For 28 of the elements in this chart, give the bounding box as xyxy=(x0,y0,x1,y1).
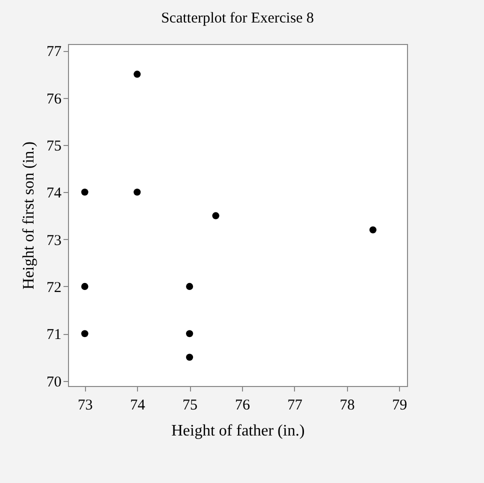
point xyxy=(134,188,141,196)
point xyxy=(186,354,194,361)
point xyxy=(81,188,88,196)
x-tick-label: 73 xyxy=(78,398,93,414)
x-tick-label: 75 xyxy=(182,398,198,414)
point xyxy=(186,330,194,338)
y-axis-title: Height of first son (in.) xyxy=(20,142,38,290)
y-tick-label: 72 xyxy=(46,280,62,296)
y-tick-label: 70 xyxy=(46,374,62,390)
point xyxy=(134,70,141,78)
x-tick-label: 78 xyxy=(340,398,355,414)
point xyxy=(212,212,220,220)
y-tick-label: 71 xyxy=(46,327,62,344)
y-tick-label: 77 xyxy=(46,44,62,60)
point xyxy=(81,330,88,338)
x-tick-label: 76 xyxy=(234,398,250,414)
y-tick-label: 74 xyxy=(46,186,62,202)
x-tick-label: 77 xyxy=(287,398,303,414)
x-tick-label: 74 xyxy=(130,398,146,414)
point xyxy=(81,282,88,290)
y-tick-label: 73 xyxy=(46,232,62,249)
y-tick-label: 76 xyxy=(46,91,62,108)
x-axis-title: Height of father (in.) xyxy=(171,422,305,440)
chart-title: Scatterplot for Exercise 8 xyxy=(161,10,314,27)
point xyxy=(186,282,194,290)
x-tick-label: 79 xyxy=(392,398,408,414)
point xyxy=(369,226,376,234)
y-tick-label: 75 xyxy=(46,138,62,154)
